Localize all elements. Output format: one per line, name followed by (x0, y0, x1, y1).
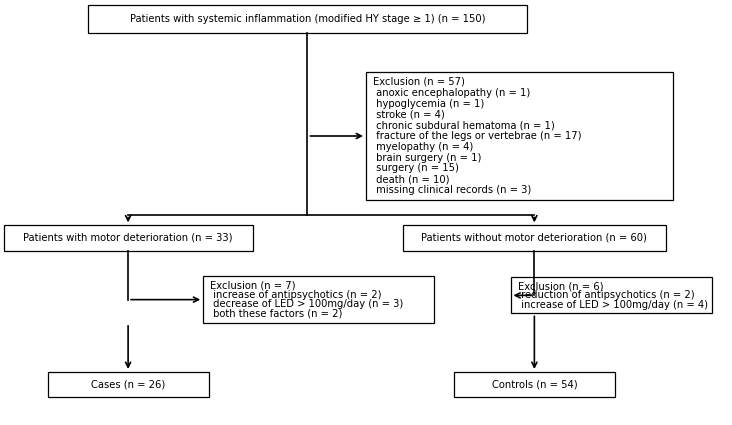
Text: Patients with systemic inflammation (modified HY stage ≥ 1) (n = 150): Patients with systemic inflammation (mod… (130, 14, 485, 24)
Text: Patients without motor deterioration (n = 60): Patients without motor deterioration (n … (422, 233, 647, 243)
Text: stroke (n = 4): stroke (n = 4) (373, 109, 445, 119)
Text: anoxic encephalopathy (n = 1): anoxic encephalopathy (n = 1) (373, 88, 531, 98)
Text: surgery (n = 15): surgery (n = 15) (373, 164, 459, 173)
Text: increase of LED > 100mg/day (n = 4): increase of LED > 100mg/day (n = 4) (518, 300, 708, 309)
FancyBboxPatch shape (203, 276, 433, 323)
FancyBboxPatch shape (403, 225, 666, 251)
Text: decrease of LED > 100mg/day (n = 3): decrease of LED > 100mg/day (n = 3) (211, 299, 404, 309)
Text: hypoglycemia (n = 1): hypoglycemia (n = 1) (373, 99, 485, 108)
Text: brain surgery (n = 1): brain surgery (n = 1) (373, 153, 482, 163)
Text: Controls (n = 54): Controls (n = 54) (492, 380, 577, 390)
FancyBboxPatch shape (454, 372, 615, 397)
FancyBboxPatch shape (4, 225, 253, 251)
Text: missing clinical records (n = 3): missing clinical records (n = 3) (373, 185, 531, 195)
Text: Exclusion (n = 6): Exclusion (n = 6) (518, 281, 603, 291)
Text: chronic subdural hematoma (n = 1): chronic subdural hematoma (n = 1) (373, 120, 555, 130)
Text: Exclusion (n = 7): Exclusion (n = 7) (211, 280, 296, 290)
FancyBboxPatch shape (366, 72, 673, 200)
Text: fracture of the legs or vertebrae (n = 17): fracture of the legs or vertebrae (n = 1… (373, 131, 582, 141)
FancyBboxPatch shape (88, 6, 527, 33)
FancyBboxPatch shape (511, 278, 712, 314)
Text: Patients with motor deterioration (n = 33): Patients with motor deterioration (n = 3… (23, 233, 233, 243)
Text: Exclusion (n = 57): Exclusion (n = 57) (373, 77, 466, 87)
Text: increase of antipsychotics (n = 2): increase of antipsychotics (n = 2) (211, 290, 382, 300)
Text: both these factors (n = 2): both these factors (n = 2) (211, 309, 343, 319)
FancyBboxPatch shape (48, 372, 209, 397)
Text: Cases (n = 26): Cases (n = 26) (91, 380, 165, 390)
Text: reduction of antipsychotics (n = 2): reduction of antipsychotics (n = 2) (518, 290, 695, 300)
Text: death (n = 10): death (n = 10) (373, 174, 450, 184)
Text: myelopathy (n = 4): myelopathy (n = 4) (373, 142, 474, 152)
